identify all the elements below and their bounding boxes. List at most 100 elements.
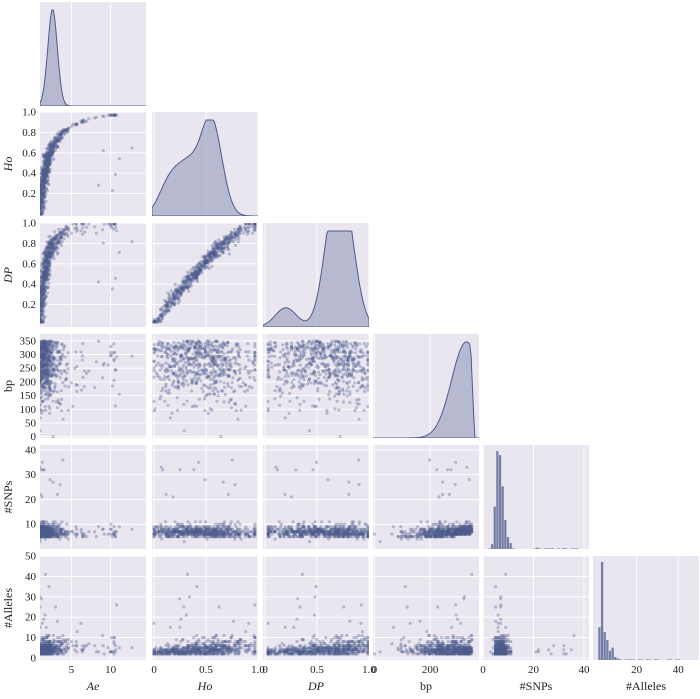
scatter-point [41, 280, 45, 285]
scatter-point [41, 178, 45, 183]
scatter-point [45, 260, 50, 264]
scatter-point [229, 230, 233, 234]
scatter-point [231, 236, 235, 240]
scatter-point [234, 525, 238, 529]
scatter-point [46, 173, 50, 177]
scatter-point [42, 300, 46, 304]
scatter-point [50, 253, 54, 257]
scatter-point [41, 271, 46, 275]
scatter-point [195, 275, 199, 279]
scatter-point [334, 339, 339, 343]
scatter-point [233, 232, 237, 237]
scatter-point [343, 354, 347, 358]
scatter-point [45, 347, 49, 351]
scatter-point [297, 380, 301, 384]
scatter-point [159, 319, 164, 323]
scatter-point [164, 304, 169, 309]
scatter-point [195, 276, 199, 280]
scatter-point [190, 278, 194, 282]
scatter-point [54, 248, 58, 252]
scatter-point [205, 261, 209, 265]
scatter-point [41, 368, 45, 372]
panel-SNPs-vs-Ho [152, 445, 259, 549]
scatter-point [40, 171, 42, 175]
scatter-point [319, 340, 323, 344]
scatter-point [102, 532, 106, 536]
scatter-point [45, 263, 49, 267]
scatter-point [40, 361, 43, 365]
scatter-point [43, 405, 47, 409]
scatter-point [108, 527, 112, 531]
scatter-point [45, 285, 49, 289]
scatter-point [40, 317, 42, 321]
scatter-point [215, 245, 219, 249]
scatter-point [40, 303, 43, 308]
scatter-point [52, 246, 57, 250]
scatter-point [214, 253, 218, 257]
panel-DP-vs-Ho [152, 222, 259, 327]
scatter-point [185, 286, 189, 290]
scatter-point [189, 381, 193, 385]
scatter-point [40, 293, 44, 297]
scatter-point [197, 397, 201, 401]
scatter-point [205, 354, 209, 358]
scatter-point [176, 362, 180, 366]
scatter-point [273, 389, 277, 393]
scatter-point [223, 385, 227, 389]
scatter-point [46, 259, 50, 264]
scatter-point [47, 155, 51, 159]
scatter-point [163, 303, 167, 307]
scatter-point [40, 280, 42, 284]
scatter-point [40, 198, 42, 202]
scatter-point [175, 295, 179, 299]
scatter-point [48, 343, 52, 347]
scatter-point [197, 261, 201, 265]
scatter-point [46, 252, 50, 256]
scatter-point [181, 339, 186, 343]
scatter-point [40, 189, 42, 193]
scatter-point [224, 236, 228, 241]
scatter-point [44, 158, 48, 162]
scatter-point [42, 363, 47, 367]
scatter-point [40, 188, 44, 192]
scatter-point [48, 246, 52, 250]
scatter-point [40, 318, 42, 322]
scatter-point [41, 286, 45, 290]
scatter-point [75, 225, 79, 229]
scatter-point [226, 238, 230, 242]
scatter-point [130, 240, 134, 244]
scatter-point [342, 392, 346, 396]
scatter-point [69, 381, 73, 385]
scatter-point [60, 235, 64, 239]
scatter-point [71, 530, 75, 534]
scatter-point [41, 186, 45, 190]
scatter-point [42, 297, 47, 301]
scatter-point [44, 154, 48, 158]
scatter-point [156, 320, 160, 324]
scatter-point [58, 241, 62, 245]
scatter-point [48, 256, 53, 260]
scatter-point [40, 182, 42, 186]
scatter-point [40, 318, 42, 322]
scatter-point [40, 355, 43, 359]
scatter-point [41, 283, 45, 287]
scatter-point [50, 240, 54, 244]
scatter-point [42, 302, 46, 306]
scatter-point [186, 275, 190, 279]
scatter-point [59, 372, 64, 376]
scatter-point [51, 146, 55, 150]
scatter-point [40, 189, 42, 193]
scatter-point [198, 261, 202, 265]
scatter-point [42, 192, 46, 196]
panel-bp-vs-Ho [152, 334, 259, 438]
scatter-point [40, 182, 42, 186]
scatter-point [41, 197, 45, 201]
scatter-point [194, 276, 198, 280]
scatter-point [41, 276, 45, 280]
scatter-point [337, 389, 341, 393]
scatter-point [181, 288, 185, 292]
scatter-point [209, 357, 213, 361]
scatter-point [40, 179, 43, 183]
scatter-point [45, 278, 49, 282]
scatter-point [45, 165, 49, 169]
